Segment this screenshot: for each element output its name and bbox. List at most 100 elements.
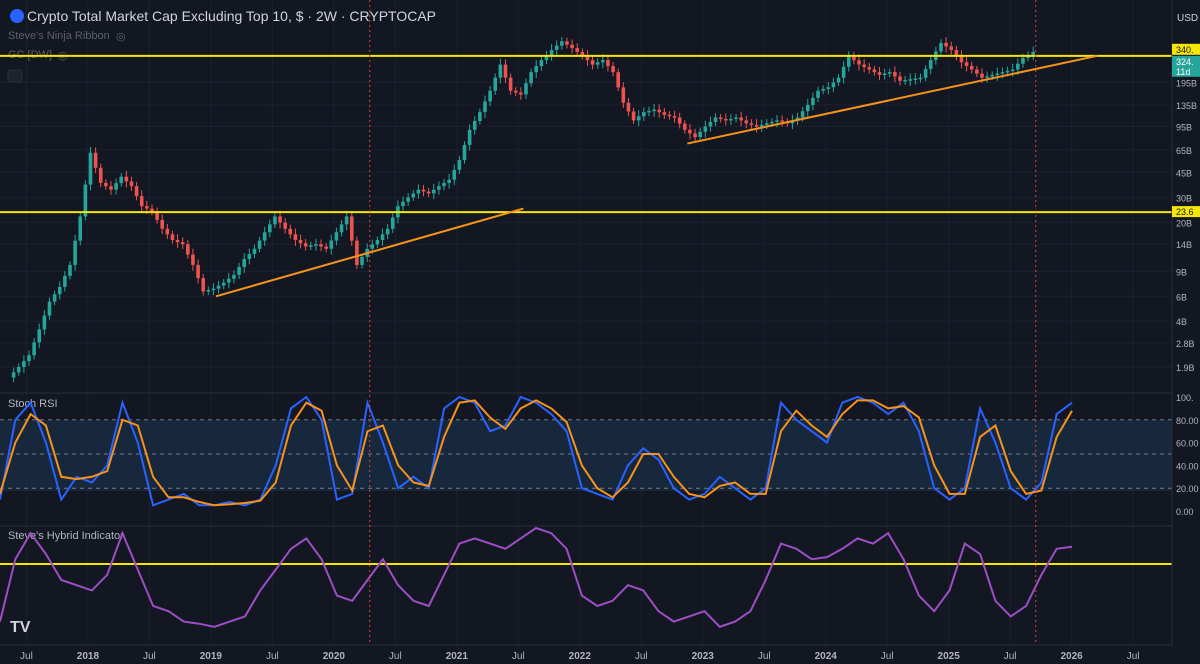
- candle-body: [954, 49, 959, 57]
- candle-body: [688, 129, 692, 134]
- time-tick-label: Jul: [635, 651, 648, 662]
- stoch-band-fill: [0, 420, 1172, 491]
- candle-body: [216, 285, 221, 289]
- candle-body: [11, 372, 16, 378]
- stoch-tick-label: 60.00: [1176, 439, 1199, 449]
- candle-body: [1021, 57, 1025, 64]
- candle-body: [693, 133, 697, 138]
- price-tick-label: 195B: [1176, 78, 1197, 88]
- candle-body: [262, 232, 267, 241]
- candle-body: [575, 48, 580, 52]
- candle-body: [703, 126, 708, 132]
- price-tick-label: 20B: [1176, 218, 1192, 228]
- price-tick-label: 135B: [1176, 101, 1197, 111]
- candle-body: [544, 55, 549, 61]
- candle-body: [390, 217, 395, 229]
- candle-body: [519, 92, 523, 95]
- time-tick-label: 2019: [200, 651, 223, 662]
- candle-body: [416, 189, 421, 194]
- candle-body: [893, 72, 897, 77]
- candle-body: [821, 88, 825, 91]
- candle-body: [283, 222, 287, 229]
- price-tick-label: 9B: [1176, 267, 1187, 277]
- candle-body: [493, 77, 498, 91]
- candle-body: [134, 186, 139, 197]
- candle-body: [57, 286, 62, 295]
- candle-body: [1005, 70, 1010, 73]
- price-tick-label: 1.9B: [1176, 363, 1195, 373]
- time-tick-label: Jul: [143, 651, 156, 662]
- time-tick-label: 2026: [1061, 651, 1084, 662]
- time-tick-label: 2024: [815, 651, 838, 662]
- time-tick-label: Jul: [881, 651, 894, 662]
- tradingview-logo-icon: TV: [10, 619, 31, 636]
- candle-body: [759, 124, 764, 127]
- candle-body: [175, 239, 180, 243]
- time-tick-label: Jul: [389, 651, 402, 662]
- time-tick-label: Jul: [758, 651, 771, 662]
- time-tick-label: 2021: [446, 651, 469, 662]
- candle-body: [616, 72, 621, 88]
- candle-body: [560, 41, 564, 46]
- stoch-tick-label: 40.00: [1176, 461, 1199, 471]
- settings-button[interactable]: [7, 69, 23, 83]
- candle-body: [78, 216, 83, 241]
- indicator-ninja-ribbon[interactable]: Steve's Ninja Ribbon: [8, 30, 110, 42]
- stoch-ticks: 100. 80.00 60.00 40.00 20.00 0.00: [1176, 393, 1199, 517]
- candle-body: [811, 97, 815, 105]
- candle-body: [314, 244, 318, 246]
- candle-body: [339, 224, 344, 233]
- currency-label[interactable]: USD: [1177, 13, 1198, 24]
- stoch-tick-label: 20.00: [1176, 484, 1199, 494]
- candle-body: [447, 179, 451, 183]
- candle-body: [401, 201, 405, 207]
- candle-body: [928, 60, 933, 69]
- candle-body: [37, 329, 42, 343]
- candle-body: [303, 243, 308, 247]
- price-tick-label: 65B: [1176, 146, 1192, 156]
- candle-body: [349, 216, 354, 241]
- candle-body: [554, 45, 559, 50]
- candle-body: [462, 144, 467, 161]
- candle-body: [882, 73, 887, 76]
- candle-body: [191, 254, 195, 265]
- candle-body: [923, 68, 928, 78]
- candle-body: [903, 79, 907, 82]
- candle-body: [63, 275, 67, 287]
- candle-body: [22, 361, 26, 367]
- candle-body: [252, 248, 257, 254]
- candle-body: [206, 289, 211, 292]
- candle-body: [867, 67, 872, 70]
- eye-icon[interactable]: ◎: [116, 31, 126, 43]
- candle-body: [852, 55, 856, 61]
- candle-body: [565, 41, 569, 45]
- candle-body: [457, 160, 462, 170]
- time-tick-label: 2025: [938, 651, 961, 662]
- candle-body: [534, 66, 539, 73]
- price-axis: USD 1.9B 2.8B 4B 6B 9B 14B 20B 30B 45B 65B 95B 135B…: [1171, 0, 1200, 664]
- candle-body: [729, 118, 733, 121]
- time-tick-label: Jul: [20, 651, 33, 662]
- price-tick-label: 4B: [1176, 317, 1187, 327]
- stoch-tick-label: 0.00: [1176, 507, 1194, 517]
- candle-body: [713, 117, 718, 122]
- candle-body: [872, 69, 877, 73]
- candle-body: [601, 60, 605, 63]
- candle-body: [227, 278, 231, 283]
- candle-body: [647, 110, 651, 113]
- candle-body: [380, 234, 385, 240]
- candle-body: [570, 44, 574, 49]
- candle-body: [308, 245, 313, 247]
- candle-body: [160, 219, 165, 229]
- candle-body: [124, 176, 129, 182]
- candle-body: [150, 208, 154, 212]
- candle-body: [836, 77, 841, 83]
- candle-body: [165, 228, 170, 235]
- candle-body: [683, 123, 687, 130]
- candle-body: [180, 242, 185, 245]
- candle-body: [677, 117, 682, 124]
- header: Crypto Total Market Cap Excluding Top 10…: [7, 8, 436, 83]
- candle-body: [621, 87, 626, 103]
- candle-body: [324, 246, 328, 249]
